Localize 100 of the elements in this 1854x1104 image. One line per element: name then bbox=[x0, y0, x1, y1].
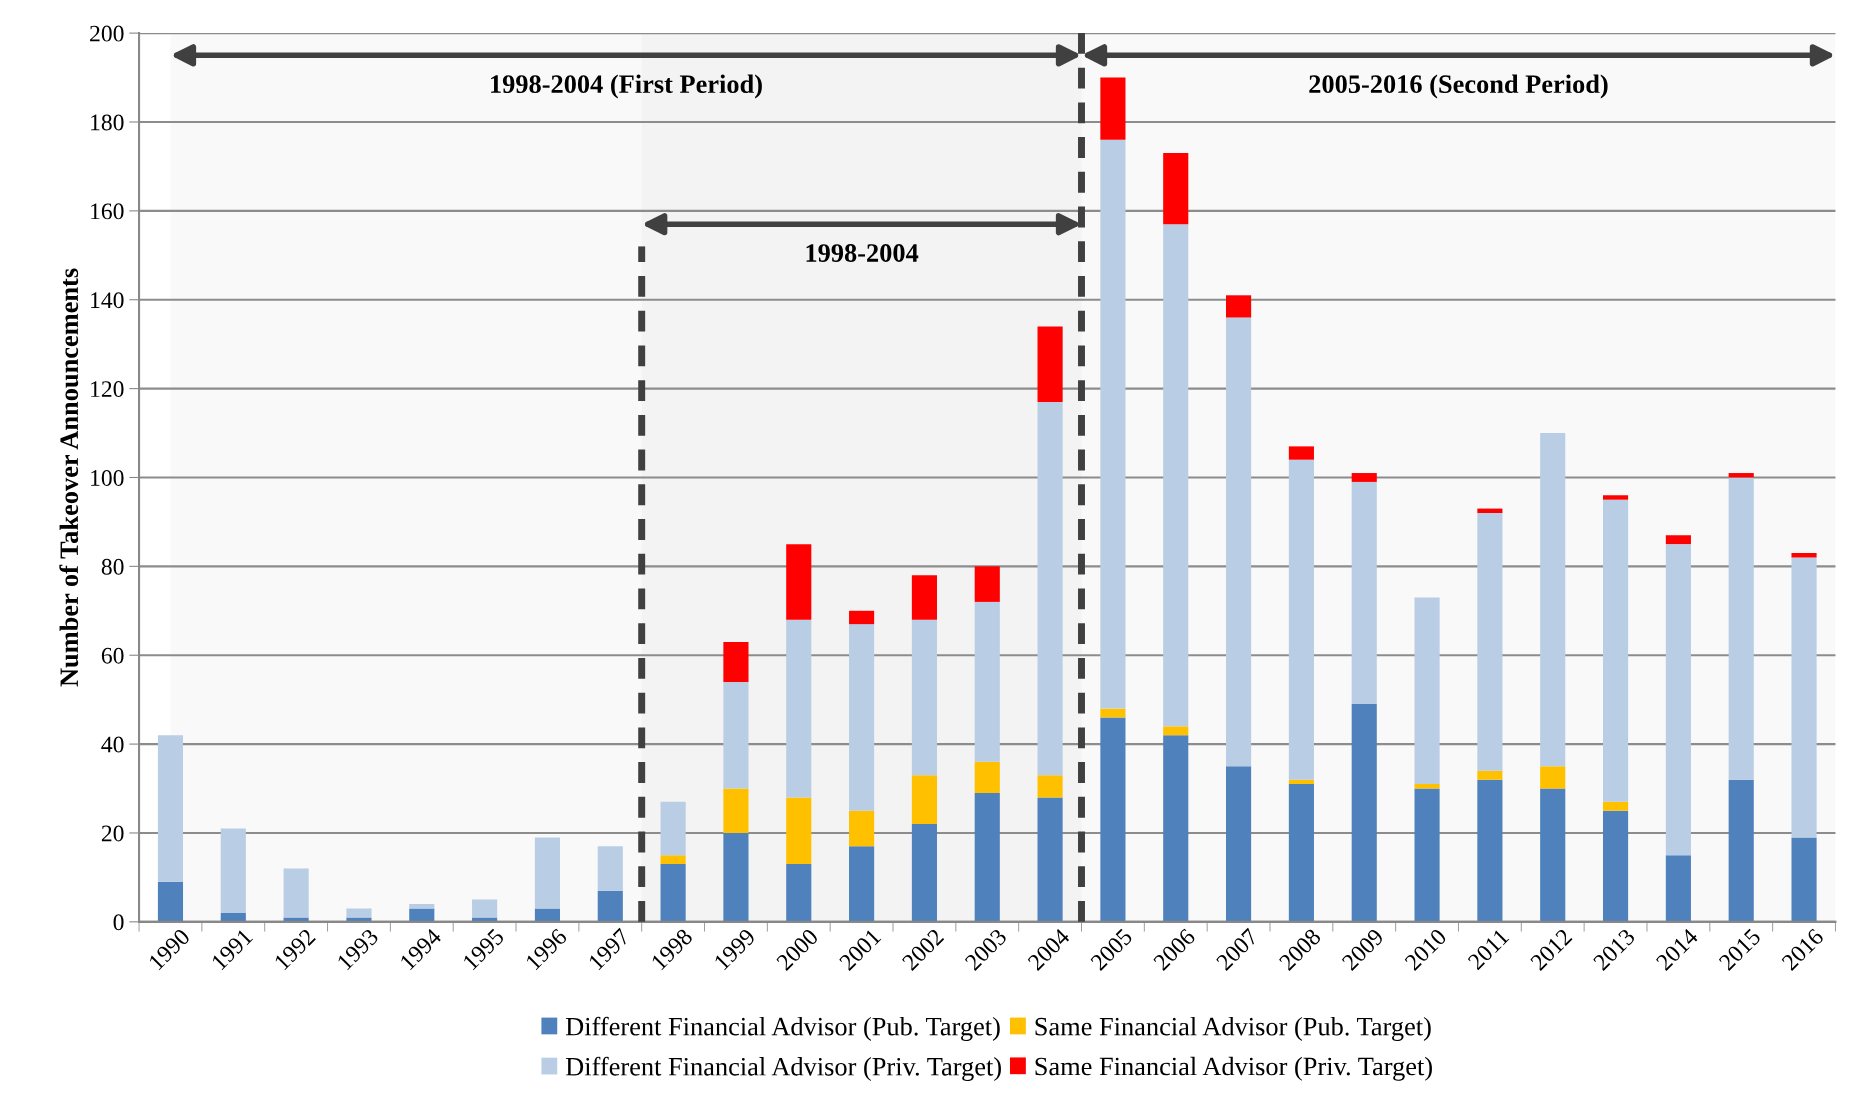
y-tick-label: 160 bbox=[91, 203, 124, 220]
bar bbox=[1540, 433, 1566, 767]
bar bbox=[974, 792, 1000, 922]
bar bbox=[1163, 726, 1189, 736]
bar bbox=[786, 864, 812, 922]
bar bbox=[1602, 495, 1629, 500]
bar bbox=[1728, 779, 1754, 922]
y-tick-label: 60 bbox=[101, 647, 124, 664]
bar bbox=[1037, 775, 1063, 798]
y-tick-label: 0 bbox=[113, 914, 124, 931]
bar bbox=[409, 908, 435, 922]
bar bbox=[1477, 513, 1503, 771]
bar bbox=[1226, 295, 1252, 318]
bar bbox=[1163, 153, 1189, 225]
bar bbox=[786, 797, 812, 865]
y-tick-label: 100 bbox=[91, 469, 124, 486]
bar bbox=[1351, 704, 1377, 922]
bar bbox=[660, 801, 686, 856]
y-axis-title: Number of Takeover Announcements bbox=[59, 268, 79, 687]
y-tick-label: 200 bbox=[90, 25, 124, 42]
bar bbox=[1288, 459, 1314, 780]
bar bbox=[660, 855, 686, 865]
x-tick-label: 1991 bbox=[211, 928, 254, 971]
bar bbox=[1791, 837, 1817, 922]
bar bbox=[849, 846, 875, 922]
bar bbox=[911, 575, 937, 620]
bar bbox=[220, 912, 246, 922]
bar bbox=[1414, 788, 1440, 922]
bar bbox=[849, 810, 875, 847]
bar bbox=[472, 899, 498, 918]
band-label: 1998-2004 (First Period) bbox=[491, 74, 762, 99]
band-label: 2005-2016 (Second Period) bbox=[1309, 74, 1608, 99]
legend-label: Different Financial Advisor (Pub. Target) bbox=[565, 1016, 1000, 1041]
bar bbox=[1791, 557, 1817, 838]
y-tick-label: 120 bbox=[91, 381, 124, 398]
bar bbox=[723, 681, 749, 789]
bar bbox=[974, 601, 1000, 762]
bar bbox=[1100, 77, 1126, 140]
bar bbox=[1100, 708, 1126, 718]
bar bbox=[1037, 326, 1063, 402]
bar bbox=[1351, 473, 1377, 482]
y-tick-label: 180 bbox=[91, 114, 124, 131]
bar bbox=[1540, 766, 1566, 789]
bar bbox=[1602, 499, 1629, 802]
x-tick-label: 1999 bbox=[713, 927, 757, 971]
y-tick-label: 140 bbox=[91, 292, 124, 309]
bar bbox=[1226, 766, 1252, 922]
bar bbox=[597, 846, 623, 891]
bar bbox=[1100, 717, 1126, 922]
bar bbox=[911, 775, 937, 825]
bar bbox=[1351, 481, 1377, 705]
x-tick-label: 1992 bbox=[273, 928, 317, 971]
x-tick-label: 1990 bbox=[148, 927, 191, 971]
bar bbox=[1414, 784, 1440, 789]
bar bbox=[723, 832, 749, 922]
x-tick-label: 1993 bbox=[336, 927, 380, 971]
y-tick-label: 80 bbox=[101, 558, 124, 575]
bar bbox=[1100, 139, 1126, 709]
bar bbox=[660, 864, 686, 922]
bar bbox=[346, 917, 372, 922]
bar bbox=[597, 890, 623, 922]
y-tick-label: 20 bbox=[101, 825, 124, 842]
bar bbox=[1477, 779, 1503, 922]
bar bbox=[409, 904, 435, 909]
legend-label: Same Financial Advisor (Priv. Target) bbox=[1035, 1056, 1432, 1081]
band-label: 1998-2004 bbox=[806, 244, 919, 262]
bar bbox=[786, 619, 812, 798]
bar bbox=[1414, 597, 1440, 785]
bar bbox=[157, 735, 184, 882]
x-tick-label: 2001 bbox=[838, 928, 882, 972]
bar bbox=[1288, 446, 1314, 460]
bar bbox=[911, 619, 937, 776]
bar bbox=[723, 788, 749, 833]
bar bbox=[534, 837, 561, 909]
bar bbox=[1728, 477, 1754, 780]
bar bbox=[911, 824, 937, 922]
bar bbox=[849, 624, 875, 811]
bar bbox=[1602, 801, 1629, 811]
bar bbox=[786, 544, 812, 620]
bar bbox=[1665, 544, 1691, 856]
bar bbox=[220, 828, 246, 913]
bar bbox=[1665, 855, 1691, 922]
legend-label: Different Financial Advisor (Priv. Target) bbox=[565, 1056, 1001, 1082]
bar bbox=[1226, 317, 1252, 767]
bar bbox=[346, 908, 372, 918]
bar bbox=[974, 566, 1000, 602]
bar bbox=[1791, 553, 1817, 558]
bar bbox=[1037, 797, 1063, 922]
bar bbox=[723, 641, 749, 682]
bar bbox=[1602, 810, 1629, 922]
x-tick-label: 2011 bbox=[1467, 928, 1510, 971]
bar bbox=[974, 761, 1000, 793]
bar bbox=[1665, 535, 1691, 545]
bar bbox=[849, 610, 875, 625]
bar bbox=[1540, 788, 1566, 922]
bar bbox=[283, 868, 309, 918]
bar bbox=[1037, 401, 1063, 776]
y-tick-label: 40 bbox=[101, 736, 124, 753]
bar bbox=[1477, 770, 1503, 780]
bar bbox=[534, 908, 561, 922]
